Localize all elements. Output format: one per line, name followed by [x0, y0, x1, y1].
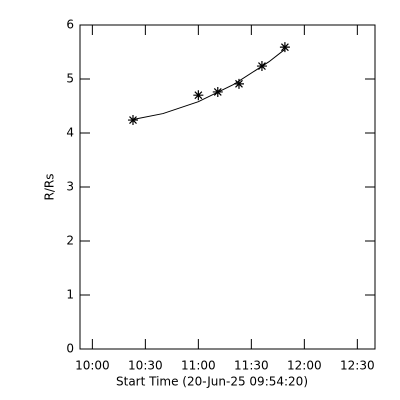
y-tick-label: 0 — [66, 342, 74, 356]
y-tick-label: 6 — [66, 18, 74, 32]
data-point — [279, 42, 290, 53]
data-point — [233, 78, 244, 89]
y-axis-label: R/Rs — [43, 174, 57, 201]
x-tick-label: 11:00 — [181, 359, 216, 373]
x-tick-label: 10:30 — [128, 359, 163, 373]
x-axis-label: Start Time (20-Jun-25 09:54:20) — [116, 375, 308, 389]
y-tick-label: 2 — [66, 234, 74, 248]
y-tick-label: 1 — [66, 288, 74, 302]
y-tick-label: 3 — [66, 180, 74, 194]
data-point — [193, 90, 204, 101]
fit-line — [132, 48, 286, 120]
x-tick-label: 10:00 — [75, 359, 110, 373]
x-tick-label: 12:00 — [287, 359, 322, 373]
y-tick-label: 5 — [66, 72, 74, 86]
plot-frame — [79, 24, 376, 350]
y-tick-label: 4 — [66, 126, 74, 140]
x-tick-label: 11:30 — [234, 359, 269, 373]
x-tick-label: 12:30 — [340, 359, 375, 373]
data-point — [127, 115, 138, 126]
